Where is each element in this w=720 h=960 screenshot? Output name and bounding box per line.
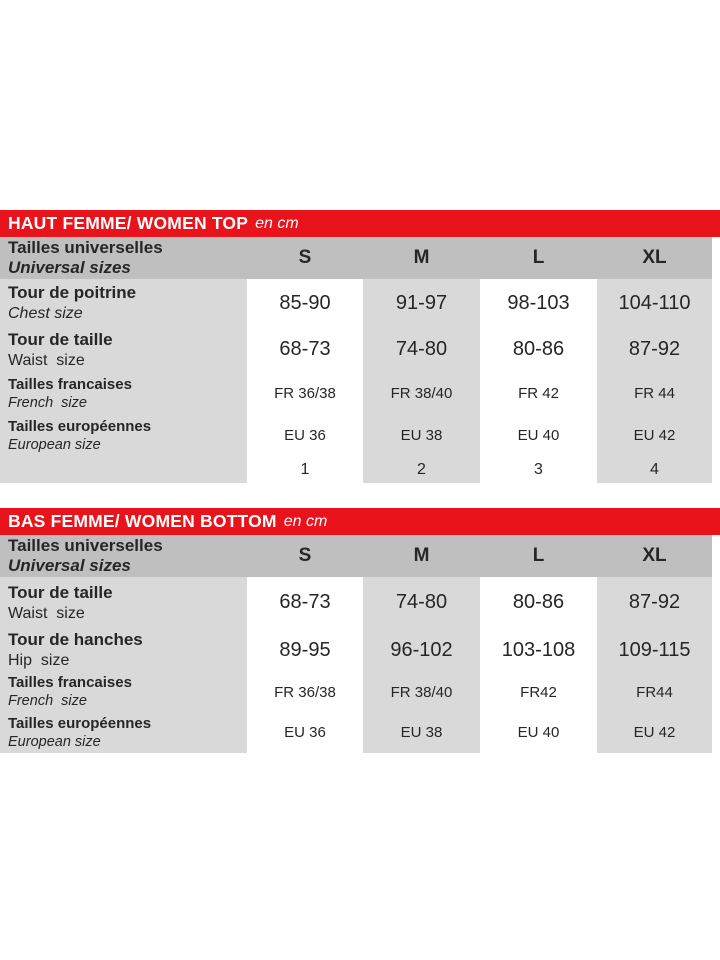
column-header-l: L <box>532 247 545 268</box>
cell-value: FR 42 <box>480 372 597 415</box>
row-label-european: Tailles européennes European size <box>0 712 247 753</box>
row-french-size: Tailles francaises French size FR 36/38 … <box>0 372 712 415</box>
column-header-l: L <box>532 545 545 566</box>
column-header-s: S <box>298 247 312 268</box>
women-top-size-table: HAUT FEMME/ WOMEN TOP en cm Tailles univ… <box>0 210 720 483</box>
universal-sizes-label: Tailles universelles Universal sizes <box>8 238 163 277</box>
cell-value: 1 <box>247 456 363 483</box>
cell-value: FR44 <box>597 672 712 712</box>
cell-value: FR 38/40 <box>363 372 480 415</box>
row-label-french: Tailles francaises French size <box>0 672 247 712</box>
cell-value: 91-97 <box>363 279 480 327</box>
cell-value: 68-73 <box>247 577 363 628</box>
cell-value: 4 <box>597 456 712 483</box>
women-bottom-header-row: Tailles universelles Universal sizes S M… <box>0 535 712 577</box>
cell-value: 109-115 <box>597 628 712 672</box>
women-top-unit-label: en cm <box>255 214 299 232</box>
cell-value: 104-110 <box>597 279 712 327</box>
cell-value: EU 38 <box>363 415 480 456</box>
row-label-empty <box>0 456 247 483</box>
cell-value: 96-102 <box>363 628 480 672</box>
row-waist-size: Tour de taille Waist size 68-73 74-80 80… <box>0 327 712 372</box>
cell-value: 74-80 <box>363 577 480 628</box>
cell-value: FR 38/40 <box>363 672 480 712</box>
row-hip-size: Tour de hanches Hip size 89-95 96-102 10… <box>0 628 712 672</box>
cell-value: 80-86 <box>480 577 597 628</box>
cell-value: FR42 <box>480 672 597 712</box>
cell-value: FR 36/38 <box>247 672 363 712</box>
women-top-header-row: Tailles universelles Universal sizes S M… <box>0 237 712 279</box>
women-bottom-title-bar: BAS FEMME/ WOMEN BOTTOM en cm <box>0 508 720 535</box>
cell-value: FR 44 <box>597 372 712 415</box>
cell-value: EU 36 <box>247 712 363 753</box>
women-top-title-bar: HAUT FEMME/ WOMEN TOP en cm <box>0 210 720 237</box>
row-label-european: Tailles européennes European size <box>0 415 247 456</box>
cell-value: EU 36 <box>247 415 363 456</box>
cell-value: 87-92 <box>597 577 712 628</box>
row-european-size: Tailles européennes European size EU 36 … <box>0 712 712 753</box>
row-label-french: Tailles francaises French size <box>0 372 247 415</box>
women-top-title: HAUT FEMME/ WOMEN TOP <box>8 213 249 233</box>
cell-value: 103-108 <box>480 628 597 672</box>
cell-value: EU 42 <box>597 415 712 456</box>
women-bottom-size-table: BAS FEMME/ WOMEN BOTTOM en cm Tailles un… <box>0 508 720 753</box>
universal-sizes-label: Tailles universelles Universal sizes <box>8 536 163 575</box>
column-header-m: M <box>413 247 430 268</box>
cell-value: EU 38 <box>363 712 480 753</box>
cell-value: 89-95 <box>247 628 363 672</box>
cell-value: 87-92 <box>597 327 712 372</box>
cell-value: FR 36/38 <box>247 372 363 415</box>
row-label-hip: Tour de hanches Hip size <box>0 628 247 672</box>
column-header-m: M <box>413 545 430 566</box>
row-label-waist: Tour de taille Waist size <box>0 327 247 372</box>
cell-value: 3 <box>480 456 597 483</box>
cell-value: 2 <box>363 456 480 483</box>
cell-value: EU 40 <box>480 712 597 753</box>
row-chest-size: Tour de poitrine Chest size 85-90 91-97 … <box>0 279 712 327</box>
column-header-s: S <box>298 545 312 566</box>
row-european-size: Tailles européennes European size EU 36 … <box>0 415 712 456</box>
cell-value: 74-80 <box>363 327 480 372</box>
row-waist-size: Tour de taille Waist size 68-73 74-80 80… <box>0 577 712 628</box>
women-bottom-title: BAS FEMME/ WOMEN BOTTOM <box>8 511 277 531</box>
column-header-xl: XL <box>642 545 667 566</box>
cell-value: 68-73 <box>247 327 363 372</box>
cell-value: EU 42 <box>597 712 712 753</box>
column-header-xl: XL <box>642 247 667 268</box>
cell-value: 80-86 <box>480 327 597 372</box>
women-bottom-unit-label: en cm <box>283 512 328 530</box>
cell-value: 85-90 <box>247 279 363 327</box>
row-french-size: Tailles francaises French size FR 36/38 … <box>0 672 712 712</box>
cell-value: EU 40 <box>480 415 597 456</box>
row-label-waist: Tour de taille Waist size <box>0 577 247 628</box>
cell-value: 98-103 <box>480 279 597 327</box>
row-size-index: 1 2 3 4 <box>0 456 712 483</box>
row-label-chest: Tour de poitrine Chest size <box>0 279 247 327</box>
